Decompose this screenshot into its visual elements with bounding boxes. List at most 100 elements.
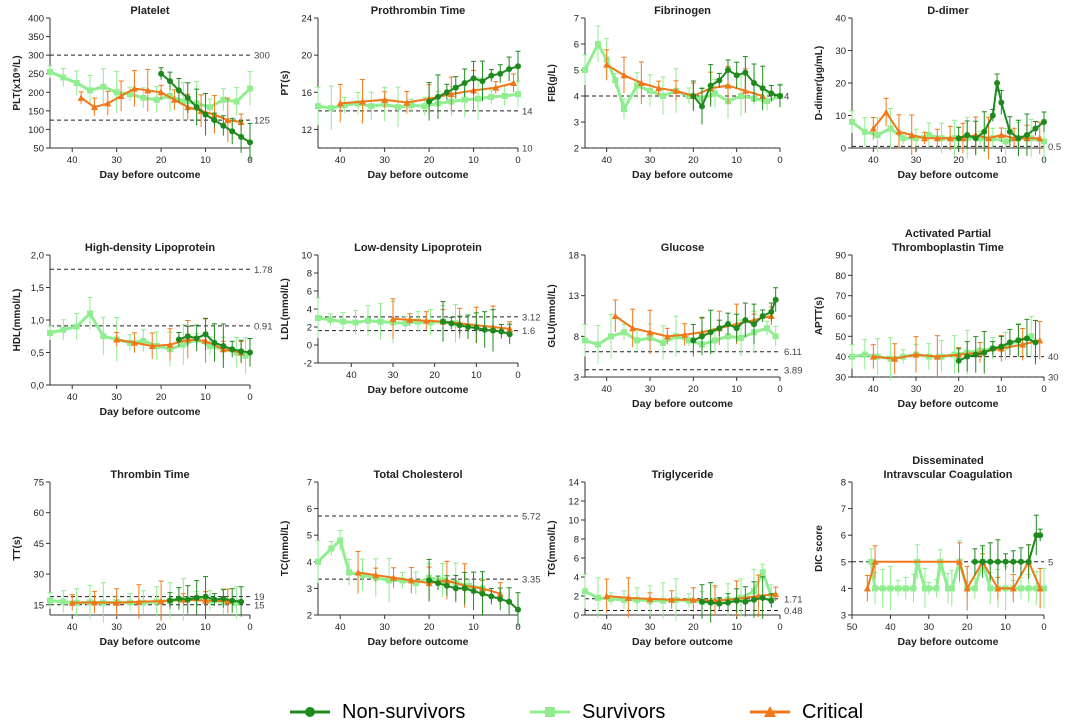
data-point bbox=[660, 339, 666, 346]
data-point bbox=[759, 85, 766, 92]
data-point bbox=[490, 327, 496, 334]
data-point bbox=[341, 102, 348, 109]
data-point bbox=[202, 593, 209, 600]
y-tick-label: 30 bbox=[835, 46, 846, 57]
data-point bbox=[964, 132, 971, 138]
data-point bbox=[1041, 138, 1047, 145]
x-tick-label: 20 bbox=[156, 392, 167, 403]
data-point bbox=[73, 80, 80, 86]
data-point bbox=[1036, 134, 1044, 142]
y-tick-label: 3 bbox=[841, 611, 846, 622]
data-point bbox=[925, 585, 932, 592]
x-tick-label: 20 bbox=[156, 155, 167, 166]
data-point bbox=[140, 599, 147, 606]
data-point bbox=[395, 104, 401, 111]
data-point bbox=[399, 577, 406, 584]
data-point bbox=[994, 80, 1001, 86]
panel-d-dimer: D-dimer010203040403020100Day before outc… bbox=[814, 5, 1061, 181]
data-point bbox=[621, 329, 627, 336]
data-point bbox=[167, 597, 173, 604]
data-point bbox=[117, 92, 125, 99]
data-point bbox=[337, 537, 344, 544]
x-tick-label: 40 bbox=[335, 155, 346, 166]
data-point bbox=[849, 119, 855, 125]
data-point bbox=[595, 594, 601, 601]
y-tick-label: 40 bbox=[835, 14, 846, 25]
data-point bbox=[979, 558, 986, 565]
data-point bbox=[481, 326, 488, 333]
data-point bbox=[220, 343, 227, 349]
data-point bbox=[1037, 532, 1044, 539]
y-tick-label: 6 bbox=[574, 554, 579, 565]
y-axis-label: TT(s) bbox=[12, 536, 23, 560]
chart-title: Glucose bbox=[661, 242, 704, 254]
data-point bbox=[355, 100, 361, 107]
data-point bbox=[470, 588, 477, 595]
x-tick-label: 30 bbox=[111, 622, 122, 633]
data-point bbox=[461, 585, 468, 592]
data-point bbox=[238, 348, 245, 355]
x-axis-label: Day before outcome bbox=[100, 636, 201, 648]
x-tick-label: 20 bbox=[688, 622, 699, 633]
data-point bbox=[895, 585, 902, 592]
y-tick-label: 8 bbox=[841, 478, 846, 489]
data-point bbox=[488, 593, 495, 600]
data-point bbox=[861, 351, 868, 358]
data-point bbox=[100, 333, 107, 340]
data-point bbox=[712, 337, 718, 344]
data-point bbox=[144, 86, 152, 94]
data-point bbox=[506, 66, 513, 73]
x-tick-label: 40 bbox=[67, 622, 78, 633]
data-point bbox=[403, 99, 411, 106]
y-tick-label: 75 bbox=[33, 478, 44, 489]
series-non-survivors bbox=[971, 514, 1044, 584]
data-point bbox=[872, 585, 879, 592]
data-point bbox=[184, 333, 191, 340]
data-point bbox=[849, 353, 855, 360]
data-point bbox=[668, 596, 676, 603]
data-point bbox=[634, 82, 640, 89]
data-point bbox=[390, 574, 398, 581]
series-non-survivors bbox=[699, 576, 775, 623]
chart-figure: Platelet50100150200250300350400403020100… bbox=[12, 5, 1061, 648]
data-point bbox=[582, 588, 588, 595]
data-point bbox=[699, 333, 705, 340]
series-line bbox=[958, 337, 1036, 362]
data-point bbox=[127, 91, 133, 98]
data-point bbox=[733, 72, 740, 79]
data-point bbox=[699, 598, 705, 605]
data-point bbox=[725, 321, 731, 328]
y-axis-label: TG(mmol/L) bbox=[547, 520, 558, 576]
data-point bbox=[933, 134, 941, 142]
x-tick-label: 0 bbox=[247, 622, 252, 633]
data-point bbox=[408, 102, 415, 109]
y-tick-label: 60 bbox=[835, 312, 846, 323]
series-non-survivors bbox=[955, 73, 1047, 157]
x-tick-label: 10 bbox=[200, 622, 211, 633]
data-point bbox=[686, 93, 692, 99]
data-point bbox=[167, 78, 173, 85]
series-survivors bbox=[582, 310, 779, 364]
series-line bbox=[692, 299, 777, 342]
y-tick-label: 24 bbox=[301, 14, 312, 25]
data-point bbox=[60, 74, 67, 81]
y-tick-label: 10 bbox=[568, 516, 579, 527]
data-point bbox=[759, 594, 766, 601]
x-tick-label: 40 bbox=[885, 622, 896, 633]
data-point bbox=[475, 95, 481, 102]
data-point bbox=[242, 352, 249, 359]
y-tick-label: 45 bbox=[33, 539, 44, 550]
data-point bbox=[1017, 558, 1024, 565]
data-point bbox=[1015, 337, 1022, 344]
y-tick-label: 4 bbox=[307, 557, 312, 568]
data-point bbox=[1006, 128, 1013, 135]
data-point bbox=[707, 329, 714, 336]
data-point bbox=[465, 324, 471, 330]
data-point bbox=[515, 63, 521, 70]
data-point bbox=[77, 94, 85, 101]
data-point bbox=[377, 318, 384, 325]
y-tick-label: 6 bbox=[574, 40, 579, 51]
chart-title: High-density Lipoprotein bbox=[85, 242, 215, 254]
y-tick-label: 1,0 bbox=[31, 316, 44, 327]
panel-high-density-lipoprotein: High-density Lipoprotein 0,0 0,5 1,0 1,5 2,0 4… bbox=[12, 242, 273, 418]
